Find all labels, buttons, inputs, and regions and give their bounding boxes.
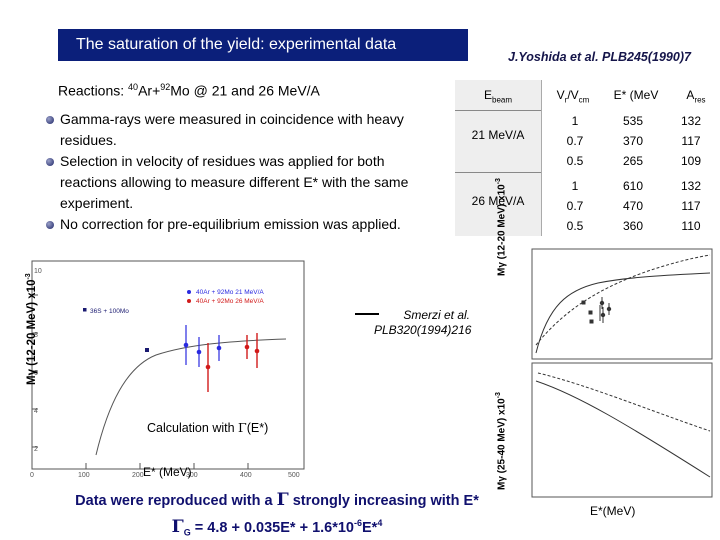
- top-data-point: [600, 312, 606, 318]
- conclusion: Data were reproduced with a Γ strongly i…: [52, 489, 502, 540]
- header-ebeam: Ebeam: [483, 88, 513, 105]
- bullet-item: Gamma-rays were measured in coincidence …: [44, 109, 424, 151]
- reference-citation: J.Yoshida et al. PLB245(1990)7: [508, 50, 691, 64]
- reactions-line: Reactions: 40Ar+92Mo @ 21 and 26 MeV/A: [58, 82, 320, 99]
- top-curve-solid: [535, 272, 711, 354]
- left-plot-xlabel: E* (MeV): [143, 465, 192, 479]
- left-plot: 10 8 6 4 2 0 100 200 300 400 500 40Ar + …: [26, 255, 316, 480]
- legend-entry: 40Ar + 92Mo 21 MeV/A: [196, 289, 264, 296]
- data-point-ar26: [205, 364, 211, 370]
- reactions-prefix: Reactions:: [58, 82, 129, 99]
- data-point-ar21: [196, 349, 202, 355]
- table-divider: [455, 172, 541, 173]
- right-plot: [528, 245, 720, 503]
- legend-marker-ar26: [187, 299, 191, 303]
- header-estar: E* (MeV: [613, 88, 659, 102]
- legend-entry: 40Ar + 92Mo 26 MeV/A: [196, 298, 264, 305]
- bullet-list: Gamma-rays were measured in coincidence …: [44, 109, 424, 235]
- left-plot-svg: 10 8 6 4 2 0 100 200 300 400 500 40Ar + …: [30, 260, 305, 479]
- y-tick-label: 10: [34, 268, 42, 275]
- right-top-frame: [531, 248, 713, 360]
- legend-marker-s36: [83, 308, 87, 312]
- beam-energy-26: 26 MeV/A: [471, 194, 525, 208]
- top-curve-dashed: [535, 254, 711, 346]
- beam-energy-21: 21 MeV/A: [471, 128, 525, 142]
- top-data-point: [588, 310, 593, 315]
- y-tick-label: 4: [34, 408, 38, 415]
- ares-column-21: 132 117 109: [680, 114, 702, 168]
- estar-column-21: 535 370 265: [622, 114, 644, 168]
- data-points: [145, 325, 260, 392]
- slide-title: The saturation of the yield: experimenta…: [58, 29, 468, 61]
- ares-column-26: 132 117 110: [680, 179, 702, 233]
- x-tick-label: 300: [186, 472, 198, 479]
- x-tick-label: 200: [132, 472, 144, 479]
- smerzi-reference: Smerzi et al. PLB320(1994)216: [374, 308, 472, 337]
- right-bottom-ylabel: Mγ (25-40 MeV) x10-3: [495, 392, 508, 490]
- vr-column-21: 1 0.7 0.5: [566, 114, 584, 168]
- conclusion-line-1: Data were reproduced with a Γ strongly i…: [75, 490, 479, 510]
- top-data-point: [599, 300, 605, 306]
- estar-column-26: 610 470 360: [622, 179, 644, 233]
- bullet-item: No correction for pre-equilibrium emissi…: [44, 214, 424, 235]
- kinematics-table: Ebeam Vr/Vcm E* (MeV Ares 21 MeV/A 1 0.7 0…: [455, 80, 720, 236]
- top-data-point: [581, 300, 586, 305]
- header-vr: Vr/Vcm: [556, 88, 590, 105]
- data-point-ar21: [183, 342, 189, 348]
- right-plot-xlabel: E*(MeV): [590, 504, 636, 518]
- y-tick-label: 8: [34, 332, 38, 339]
- table-shade: [455, 80, 541, 236]
- right-plot-svg: [531, 248, 713, 498]
- bottom-curve-dashed: [537, 372, 711, 432]
- top-data-point: [589, 319, 594, 324]
- bullet-item: Selection in velocity of residues was ap…: [44, 151, 424, 214]
- right-top-ylabel: Mγ (12-20 MeV) x10-3: [495, 178, 508, 276]
- vr-column-26: 1 0.7 0.5: [566, 179, 584, 233]
- legend-entry: 36S + 100Mo: [90, 308, 129, 315]
- calculation-label: Calculation with Γ(E*): [147, 420, 269, 435]
- bottom-curve-solid: [535, 380, 711, 478]
- ar-mass: 40: [128, 82, 139, 92]
- top-data-point: [606, 306, 612, 312]
- data-point-ar21: [216, 345, 222, 351]
- smerzi-legend-line: [355, 313, 379, 315]
- left-plot-frame: [31, 260, 305, 470]
- mo-label: Mo @ 21 and 26 MeV/A: [170, 82, 320, 99]
- y-tick-label: 6: [34, 370, 38, 377]
- calculation-curve: [95, 338, 287, 456]
- y-tick-label: 2: [34, 446, 38, 453]
- left-plot-ylabel: Mγ (12-20 MeV) x10-3: [25, 273, 38, 385]
- x-tick-label: 100: [78, 472, 90, 479]
- table-divider: [541, 80, 542, 236]
- header-ares: Ares: [686, 88, 706, 105]
- data-point-s36: [145, 348, 149, 352]
- x-tick-label: 0: [30, 472, 34, 479]
- mo-mass: 92: [160, 82, 171, 92]
- x-tick-label: 400: [240, 472, 252, 479]
- data-point-ar26: [244, 344, 250, 350]
- x-tick-label: 500: [288, 472, 300, 479]
- ar-label: Ar+: [138, 82, 161, 99]
- table-divider: [455, 110, 541, 111]
- conclusion-formula: ΓG = 4.8 + 0.035E* + 1.6*10-6E*4: [171, 516, 383, 538]
- legend-marker-ar21: [187, 290, 191, 294]
- right-bottom-frame: [531, 362, 713, 498]
- data-point-ar26: [254, 348, 260, 354]
